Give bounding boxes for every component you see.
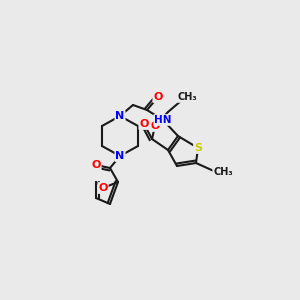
Text: CH₃: CH₃	[213, 167, 233, 177]
Text: CH₃: CH₃	[177, 92, 197, 102]
Text: O: O	[153, 92, 163, 102]
Text: HN: HN	[154, 115, 172, 125]
Text: O: O	[91, 160, 101, 170]
Text: N: N	[116, 111, 124, 121]
Text: O: O	[139, 119, 149, 129]
Text: O: O	[150, 121, 160, 131]
Text: O: O	[98, 183, 108, 193]
Text: N: N	[116, 151, 124, 161]
Text: S: S	[194, 143, 202, 153]
